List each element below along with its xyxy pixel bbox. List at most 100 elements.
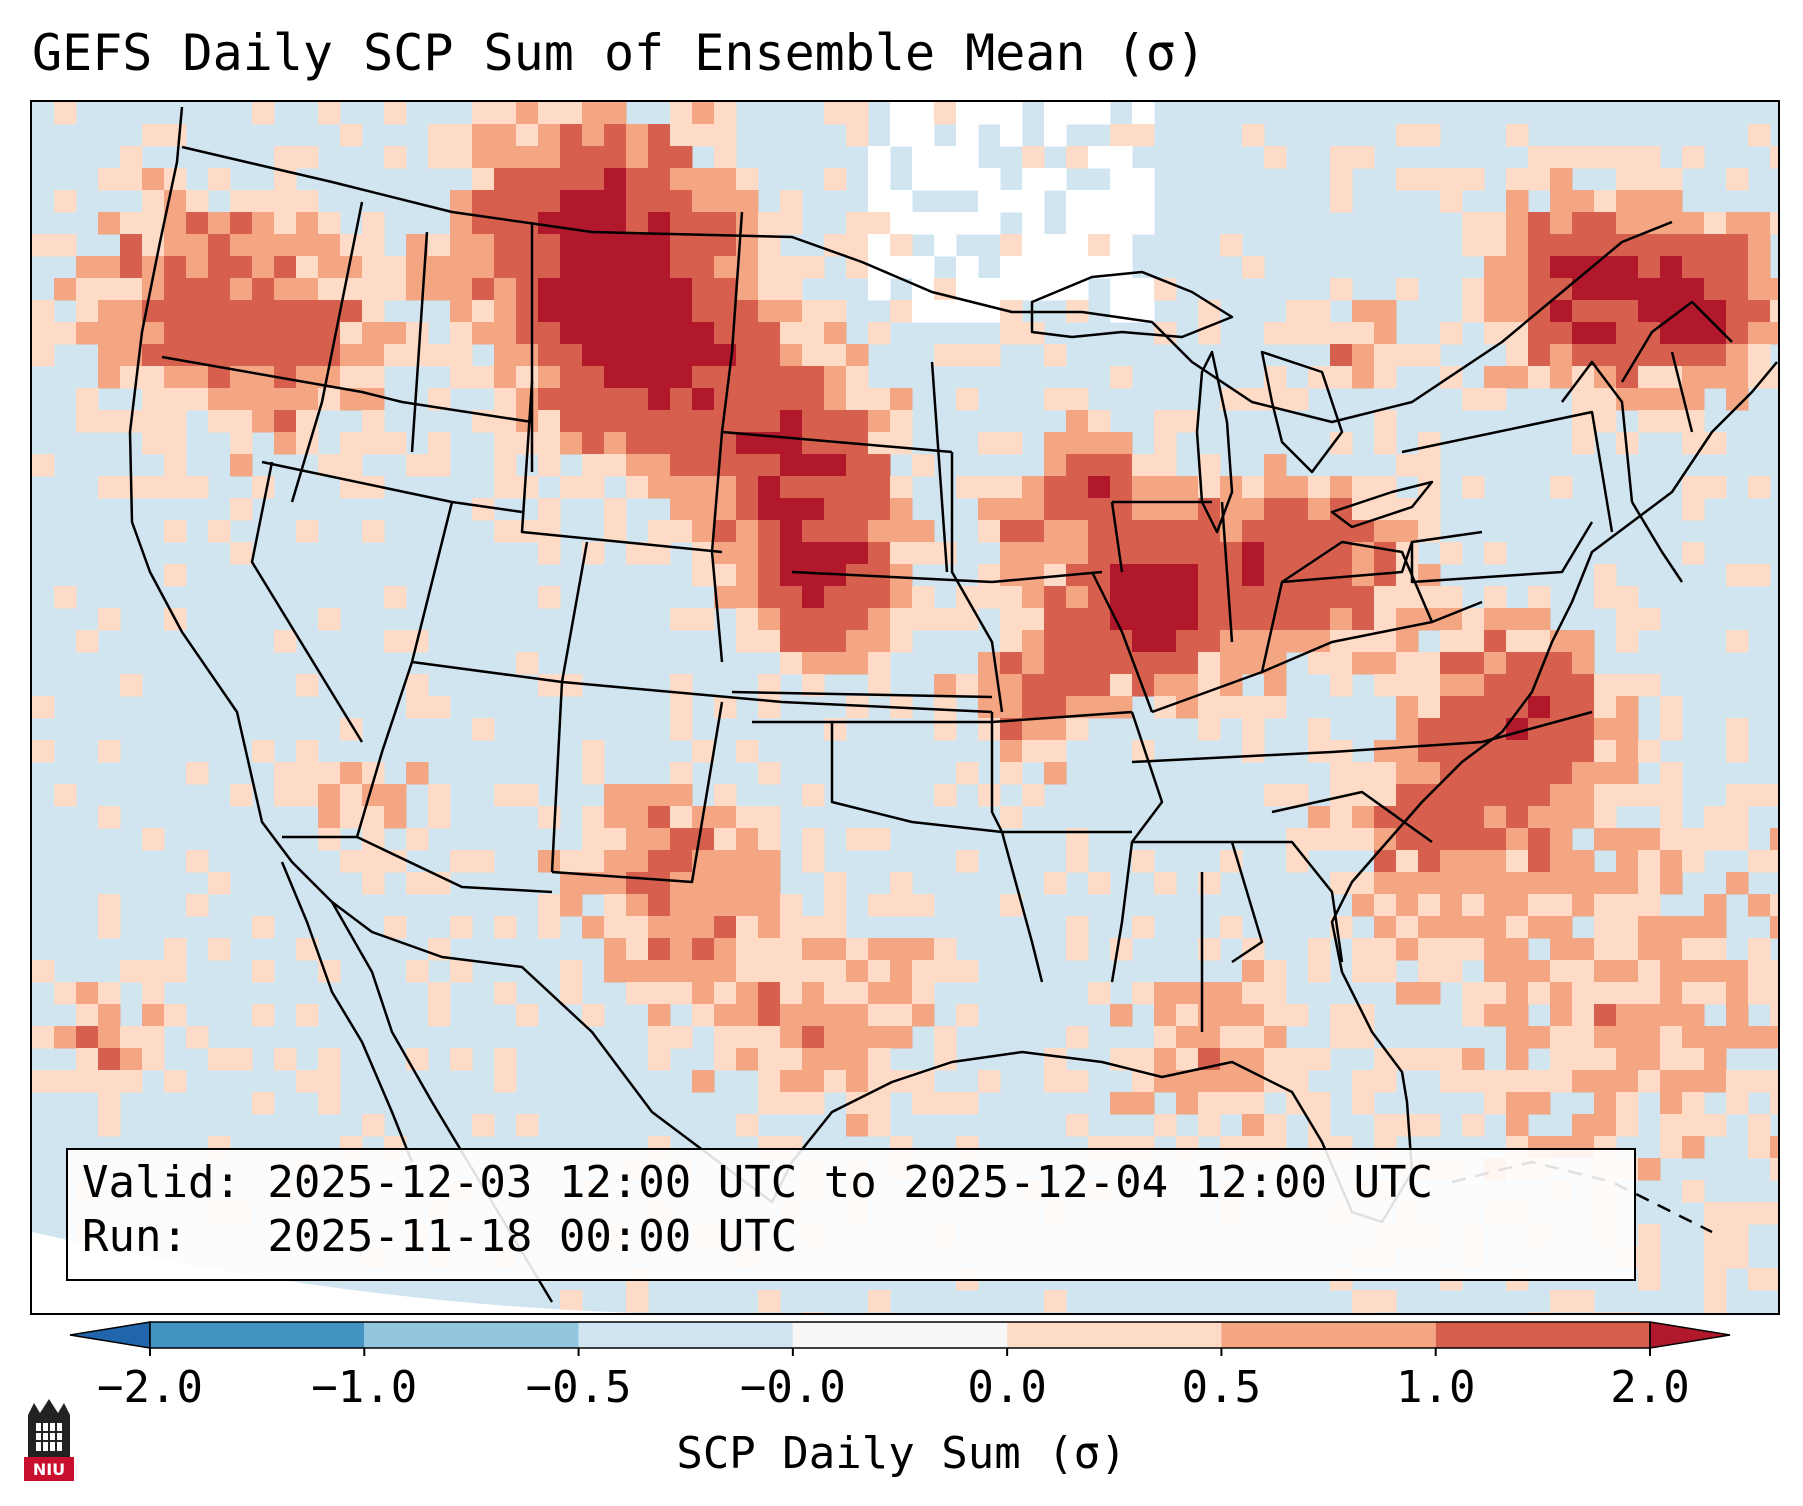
anomaly-cell <box>1330 1026 1353 1049</box>
anomaly-cell <box>1308 960 1331 983</box>
anomaly-cell <box>934 718 957 741</box>
anomaly-cell <box>142 278 165 301</box>
colorbar-bin <box>150 1322 365 1348</box>
anomaly-cell <box>1374 674 1397 697</box>
anomaly-cell <box>1330 608 1353 631</box>
anomaly-cell <box>362 850 385 873</box>
anomaly-cell <box>1308 608 1331 631</box>
anomaly-cell <box>1462 828 1485 851</box>
anomaly-cell <box>1242 476 1265 499</box>
anomaly-cell <box>494 146 517 169</box>
anomaly-cell <box>1770 300 1778 323</box>
anomaly-cell <box>1506 234 1529 257</box>
anomaly-cell <box>1572 432 1595 455</box>
anomaly-cell <box>714 278 737 301</box>
anomaly-cell <box>1506 652 1529 675</box>
anomaly-cell <box>516 146 539 169</box>
anomaly-cell <box>516 476 539 499</box>
anomaly-cell <box>1682 1136 1705 1159</box>
anomaly-cell <box>1088 146 1111 169</box>
anomaly-cell <box>1748 300 1771 323</box>
anomaly-cell <box>1638 850 1661 873</box>
anomaly-cell <box>1506 1026 1529 1049</box>
anomaly-cell <box>1264 454 1287 477</box>
anomaly-cell <box>494 476 517 499</box>
anomaly-cell <box>1000 894 1023 917</box>
anomaly-cell <box>1198 872 1221 895</box>
anomaly-cell <box>1484 894 1507 917</box>
anomaly-cell <box>1264 1114 1287 1137</box>
anomaly-cell <box>1374 564 1397 587</box>
anomaly-cell <box>384 102 407 125</box>
logo-text: NIU <box>33 1460 65 1479</box>
anomaly-cell <box>1308 520 1331 543</box>
anomaly-cell <box>714 124 737 147</box>
anomaly-cell <box>318 212 341 235</box>
anomaly-cell <box>1022 608 1045 631</box>
anomaly-cell <box>758 476 781 499</box>
anomaly-cell <box>670 454 693 477</box>
anomaly-cell <box>648 366 671 389</box>
anomaly-cell <box>714 696 737 719</box>
anomaly-cell <box>1462 1070 1485 1093</box>
anomaly-cell <box>1682 388 1705 411</box>
anomaly-cell <box>1484 828 1507 851</box>
anomaly-cell <box>1748 1268 1771 1291</box>
anomaly-cell <box>1594 784 1617 807</box>
anomaly-cell <box>670 212 693 235</box>
anomaly-cell <box>164 278 187 301</box>
anomaly-cell <box>714 300 737 323</box>
anomaly-cell <box>1088 102 1111 125</box>
anomaly-cell <box>736 740 759 763</box>
anomaly-cell <box>1110 278 1133 301</box>
anomaly-cell <box>1770 1004 1778 1027</box>
anomaly-cell <box>1594 410 1617 433</box>
anomaly-cell <box>450 278 473 301</box>
anomaly-cell <box>604 256 627 279</box>
anomaly-cell <box>648 146 671 169</box>
anomaly-cell <box>1264 476 1287 499</box>
anomaly-cell <box>956 1004 979 1027</box>
anomaly-cell <box>846 124 869 147</box>
anomaly-cell <box>1352 894 1375 917</box>
anomaly-cell <box>494 322 517 345</box>
anomaly-cell <box>670 278 693 301</box>
anomaly-cell <box>868 476 891 499</box>
anomaly-cell <box>692 388 715 411</box>
anomaly-cell <box>1154 1026 1177 1049</box>
anomaly-cell <box>362 388 385 411</box>
anomaly-cell <box>208 366 231 389</box>
anomaly-cell <box>1528 1026 1551 1049</box>
anomaly-cell <box>1550 894 1573 917</box>
anomaly-cell <box>120 322 143 345</box>
anomaly-cell <box>1660 1114 1683 1137</box>
anomaly-cell <box>1110 652 1133 675</box>
anomaly-cell <box>692 1004 715 1027</box>
anomaly-cell <box>1088 652 1111 675</box>
anomaly-cell <box>736 938 759 961</box>
anomaly-cell <box>1440 1048 1463 1071</box>
anomaly-cell <box>164 168 187 191</box>
anomaly-cell <box>1704 278 1727 301</box>
anomaly-cell <box>1066 850 1089 873</box>
anomaly-cell <box>780 1048 803 1071</box>
anomaly-cell <box>164 1004 187 1027</box>
anomaly-cell <box>1066 586 1089 609</box>
anomaly-cell <box>1088 674 1111 697</box>
anomaly-cell <box>1132 608 1155 631</box>
anomaly-cell <box>582 366 605 389</box>
anomaly-cell <box>560 894 583 917</box>
anomaly-cell <box>1528 608 1551 631</box>
anomaly-cell <box>1726 1004 1749 1027</box>
anomaly-cell <box>1198 564 1221 587</box>
anomaly-cell <box>890 1026 913 1049</box>
anomaly-cell <box>934 1026 957 1049</box>
anomaly-cell <box>956 1092 979 1115</box>
anomaly-cell <box>868 1004 891 1027</box>
anomaly-cell <box>1682 1092 1705 1115</box>
anomaly-cell <box>1528 586 1551 609</box>
anomaly-cell <box>626 388 649 411</box>
anomaly-cell <box>1066 476 1089 499</box>
anomaly-cell <box>1682 344 1705 367</box>
anomaly-cell <box>604 520 627 543</box>
